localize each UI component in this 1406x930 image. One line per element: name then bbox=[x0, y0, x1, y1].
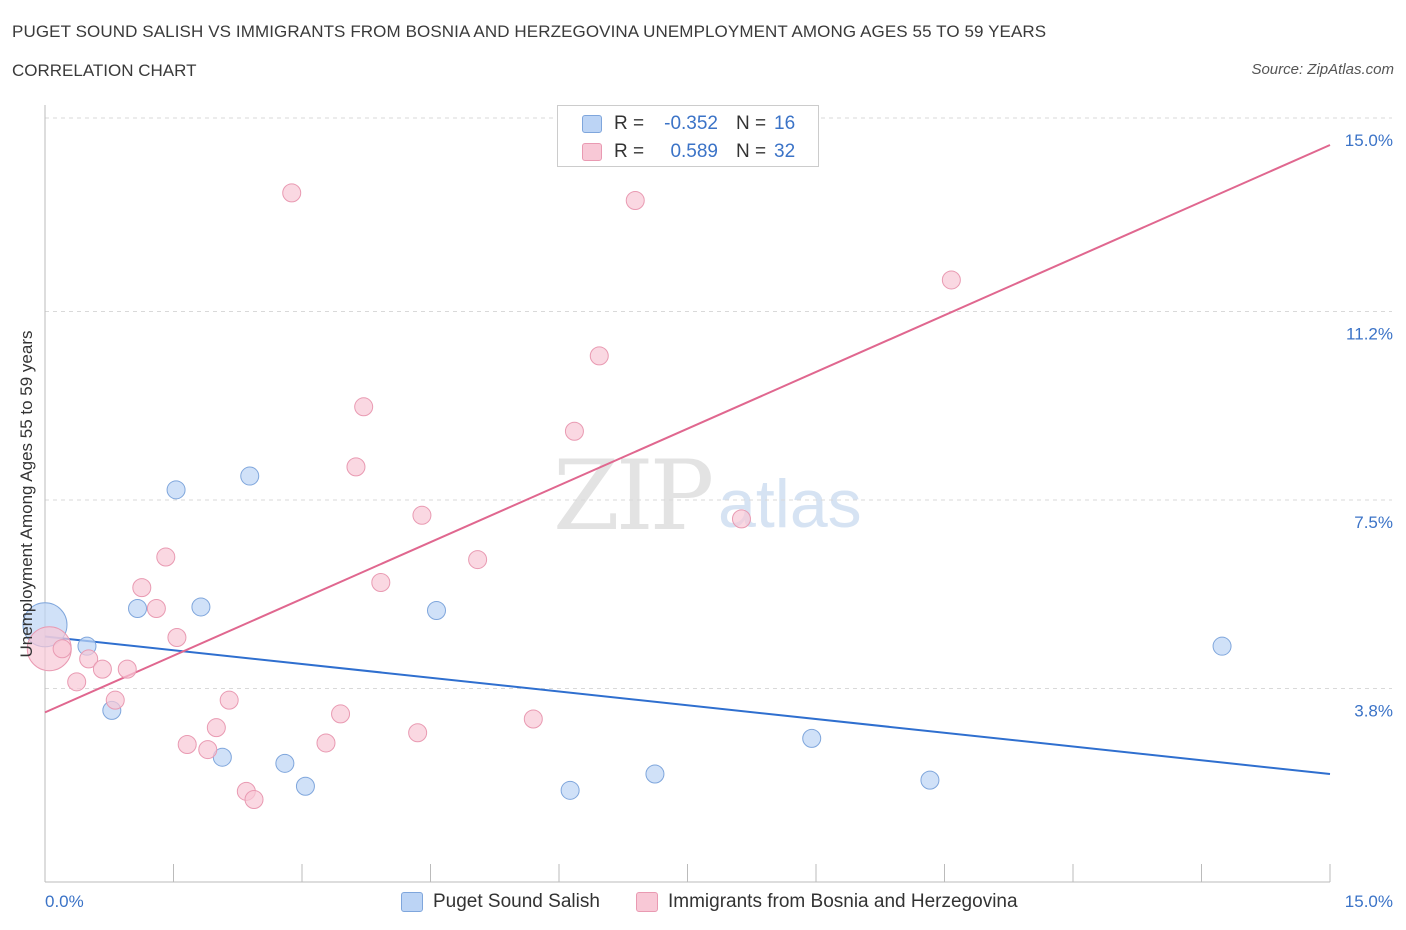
point-bosnia bbox=[117, 659, 137, 679]
point-puget bbox=[191, 597, 211, 617]
watermark-zip: ZIP bbox=[553, 440, 714, 552]
legend-swatch-pink bbox=[582, 143, 602, 161]
bottom-legend-label-bosnia: Immigrants from Bosnia and Herzegovina bbox=[668, 891, 1018, 912]
legend-n-value: 16 bbox=[774, 113, 796, 134]
point-bosnia bbox=[731, 509, 751, 529]
point-puget bbox=[802, 728, 822, 748]
point-bosnia bbox=[331, 704, 351, 724]
point-bosnia bbox=[219, 690, 239, 710]
point-bosnia bbox=[132, 578, 152, 598]
y-tick-label: 15.0% bbox=[1345, 131, 1393, 150]
legend-swatch-blue bbox=[582, 115, 602, 133]
point-bosnia bbox=[564, 421, 584, 441]
point-bosnia bbox=[105, 690, 125, 710]
point-bosnia bbox=[167, 628, 187, 648]
point-bosnia bbox=[92, 659, 112, 679]
point-bosnia bbox=[67, 672, 87, 692]
point-puget bbox=[295, 776, 315, 796]
point-bosnia bbox=[354, 397, 374, 417]
point-bosnia bbox=[941, 270, 961, 290]
point-bosnia bbox=[52, 639, 72, 659]
point-bosnia bbox=[346, 457, 366, 477]
y-tick-label: 7.5% bbox=[1354, 513, 1393, 532]
point-bosnia bbox=[282, 183, 302, 203]
grid-lines bbox=[45, 117, 1392, 689]
y-tick-label: 11.2% bbox=[1346, 325, 1393, 344]
bottom-legend-swatch-blue bbox=[401, 892, 423, 912]
point-puget bbox=[240, 466, 260, 486]
point-bosnia bbox=[589, 346, 609, 366]
legend-row-bosnia: R = 0.589 N = 32 bbox=[582, 140, 795, 164]
tick-labels: 3.8% 7.5% 11.2% 15.0% 0.0% 15.0% bbox=[45, 131, 1393, 911]
point-puget bbox=[1212, 636, 1232, 656]
point-bosnia bbox=[412, 505, 432, 525]
legend-n-value: 32 bbox=[774, 141, 796, 162]
bottom-legend-puget: Puget Sound Salish bbox=[401, 889, 600, 915]
point-bosnia bbox=[79, 649, 99, 669]
data-points bbox=[22, 183, 1232, 809]
point-puget bbox=[426, 601, 446, 621]
point-bosnia bbox=[198, 740, 218, 760]
point-puget bbox=[166, 480, 186, 500]
trend-lines bbox=[44, 144, 1331, 776]
legend-r-label: R = bbox=[614, 113, 645, 134]
point-bosnia bbox=[177, 734, 197, 754]
trend-line-puget bbox=[44, 635, 1331, 776]
point-bosnia bbox=[371, 573, 391, 593]
bottom-legend-bosnia: Immigrants from Bosnia and Herzegovina bbox=[636, 889, 1018, 915]
point-puget bbox=[275, 753, 295, 773]
legend-r-value: -0.352 bbox=[664, 113, 718, 134]
legend-r-value: 0.589 bbox=[670, 141, 718, 162]
point-bosnia bbox=[625, 191, 645, 211]
point-bosnia bbox=[146, 598, 166, 618]
point-puget bbox=[645, 764, 665, 784]
y-tick-label: 3.8% bbox=[1354, 701, 1393, 720]
point-bosnia bbox=[408, 723, 428, 743]
axes bbox=[44, 105, 1331, 883]
point-puget bbox=[920, 770, 940, 790]
x-tick-label-min: 0.0% bbox=[45, 892, 84, 911]
bottom-legend-label-puget: Puget Sound Salish bbox=[433, 891, 600, 912]
point-bosnia bbox=[244, 789, 264, 809]
point-bosnia bbox=[316, 733, 336, 753]
point-bosnia bbox=[206, 718, 226, 738]
legend-n-label: N = bbox=[736, 141, 767, 162]
chart-title: PUGET SOUND SALISH VS IMMIGRANTS FROM BO… bbox=[12, 22, 1047, 41]
legend-r-label: R = bbox=[614, 141, 645, 162]
trend-line-bosnia bbox=[44, 144, 1331, 714]
chart-subtitle: CORRELATION CHART bbox=[12, 61, 197, 80]
point-puget bbox=[560, 780, 580, 800]
legend-n-label: N = bbox=[736, 113, 767, 134]
legend-row-puget: R = -0.352 N = 16 bbox=[582, 112, 795, 136]
point-puget bbox=[128, 598, 148, 618]
point-bosnia bbox=[523, 709, 543, 729]
source-label: Source: ZipAtlas.com bbox=[1251, 61, 1394, 78]
watermark-atlas: atlas bbox=[718, 466, 862, 542]
y-axis-label: Unemployment Among Ages 55 to 59 years bbox=[17, 330, 36, 658]
x-tick-label-max: 15.0% bbox=[1345, 892, 1393, 911]
point-bosnia bbox=[156, 547, 176, 567]
stats-legend: R = -0.352 N = 16 R = 0.589 N = 32 bbox=[557, 105, 819, 167]
bottom-legend-swatch-pink bbox=[636, 892, 658, 912]
point-bosnia bbox=[468, 550, 488, 570]
